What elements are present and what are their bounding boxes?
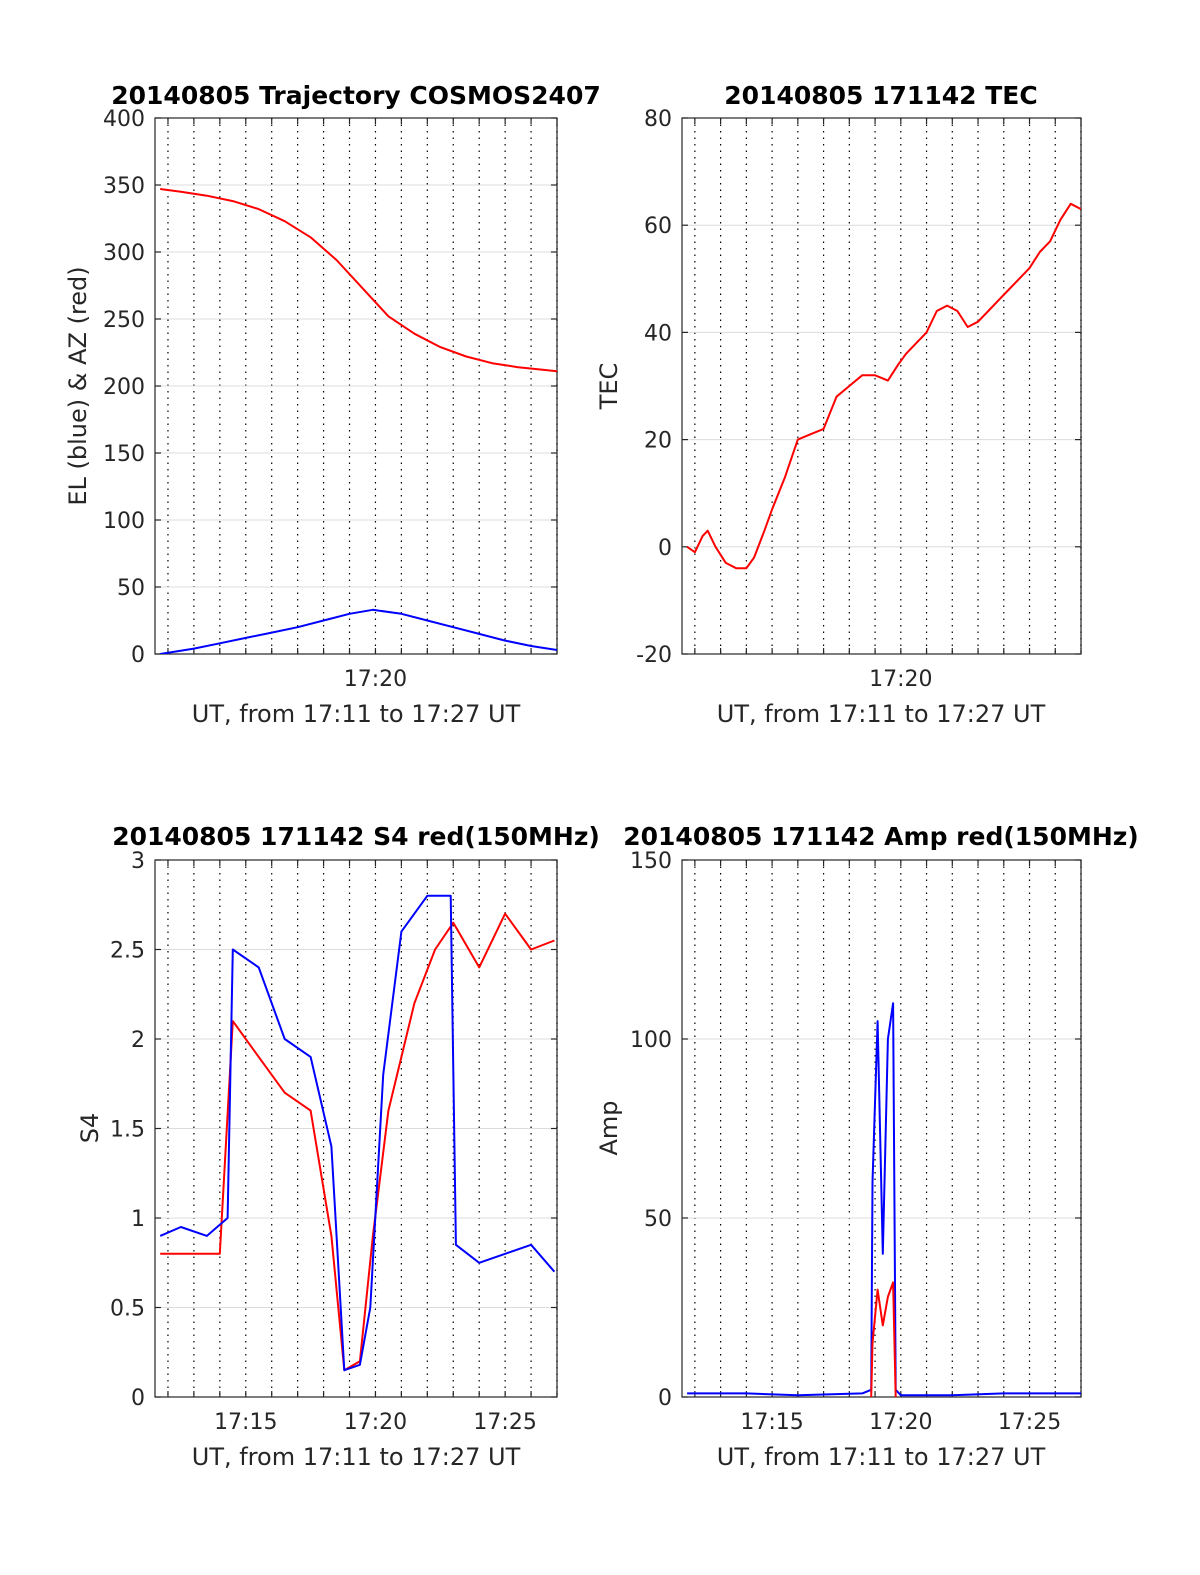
series-line bbox=[687, 1002, 1081, 1397]
y-tick-label: 250 bbox=[103, 308, 145, 333]
series-line bbox=[870, 1281, 897, 1397]
y-tick-label: 2 bbox=[131, 1028, 145, 1053]
y-axis-label: EL (blue) & AZ (red) bbox=[64, 266, 92, 505]
y-tick-label: 0 bbox=[131, 643, 145, 668]
y-tick-labels: -20 0 20 40 60 80 bbox=[636, 107, 672, 668]
x-tick-labels: 17:15 17:20 17:25 bbox=[740, 1410, 1061, 1435]
plot-area bbox=[681, 859, 1082, 1398]
panel-tec: -20 0 20 40 60 80 17:20 20140805 171142 TEC U… bbox=[595, 81, 1082, 728]
x-tick-label: 17:20 bbox=[869, 667, 932, 692]
x-tick-label: 17:20 bbox=[344, 667, 407, 692]
x-axis-label: UT, from 17:11 to 17:27 UT bbox=[192, 700, 521, 728]
x-axis-label: UT, from 17:11 to 17:27 UT bbox=[717, 700, 1046, 728]
x-tick-label: 17:20 bbox=[344, 1410, 407, 1435]
y-tick-label: 1.5 bbox=[110, 1118, 145, 1143]
x-tick-labels: 17:20 bbox=[344, 667, 407, 692]
y-tick-label: 50 bbox=[117, 576, 145, 601]
x-axis-label: UT, from 17:11 to 17:27 UT bbox=[717, 1443, 1046, 1471]
x-tick-label: 17:20 bbox=[869, 1410, 932, 1435]
series-line bbox=[160, 188, 557, 373]
y-tick-label: 300 bbox=[103, 241, 145, 266]
y-tick-label: 40 bbox=[644, 321, 672, 346]
x-tick-label: 17:25 bbox=[998, 1410, 1061, 1435]
y-tick-label: 60 bbox=[644, 214, 672, 239]
chart-title: 20140805 171142 TEC bbox=[724, 81, 1037, 110]
x-tick-label: 17:15 bbox=[214, 1410, 277, 1435]
y-tick-label: 80 bbox=[644, 107, 672, 132]
y-tick-labels: 0 50 100 150 bbox=[630, 849, 672, 1411]
y-tick-label: 1 bbox=[131, 1207, 145, 1232]
x-tick-label: 17:15 bbox=[740, 1410, 803, 1435]
y-tick-label: 0 bbox=[658, 1386, 672, 1411]
y-tick-label: 0.5 bbox=[110, 1297, 145, 1322]
panel-trajectory: 0 50 100 150 200 250 300 350 400 17:20 20140805 … bbox=[64, 81, 601, 728]
y-tick-label: 20 bbox=[644, 429, 672, 454]
grid bbox=[682, 117, 1082, 655]
series-line bbox=[160, 912, 555, 1372]
series-group bbox=[686, 202, 1081, 570]
x-tick-labels: 17:15 17:20 17:25 bbox=[214, 1410, 537, 1435]
series-line bbox=[160, 608, 557, 654]
y-tick-labels: 0 0.5 1 1.5 2 2.5 3 bbox=[110, 849, 145, 1411]
y-tick-label: -20 bbox=[636, 643, 672, 668]
series-group bbox=[160, 188, 557, 654]
y-tick-label: 150 bbox=[103, 442, 145, 467]
series-group bbox=[687, 1002, 1081, 1397]
series-line bbox=[159, 894, 556, 1372]
y-tick-label: 0 bbox=[658, 536, 672, 561]
y-tick-label: 3 bbox=[131, 849, 145, 874]
y-tick-label: 2.5 bbox=[110, 939, 145, 964]
y-tick-label: 150 bbox=[630, 849, 672, 874]
chart-title: 20140805 171142 S4 red(150MHz) bbox=[112, 822, 600, 851]
series-line bbox=[686, 202, 1081, 570]
x-tick-labels: 17:20 bbox=[869, 667, 932, 692]
y-tick-label: 200 bbox=[103, 375, 145, 400]
y-tick-label: 400 bbox=[103, 107, 145, 132]
y-axis-label: S4 bbox=[76, 1113, 104, 1144]
chart-title: 20140805 171142 Amp red(150MHz) bbox=[623, 822, 1139, 851]
y-axis-label: TEC bbox=[595, 363, 623, 411]
plot-area bbox=[681, 117, 1082, 655]
panel-s4: 0 0.5 1 1.5 2 2.5 3 17:15 17:20 17:25 20140805 1… bbox=[76, 822, 600, 1471]
panel-amp: 0 50 100 150 17:15 17:20 17:25 20140805 17114… bbox=[595, 822, 1139, 1471]
series-group bbox=[159, 894, 556, 1372]
y-tick-label: 350 bbox=[103, 174, 145, 199]
y-tick-label: 50 bbox=[644, 1207, 672, 1232]
y-tick-label: 0 bbox=[131, 1386, 145, 1411]
grid bbox=[155, 117, 558, 655]
y-tick-label: 100 bbox=[103, 509, 145, 534]
x-axis-label: UT, from 17:11 to 17:27 UT bbox=[192, 1443, 521, 1471]
x-tick-label: 17:25 bbox=[473, 1410, 536, 1435]
y-tick-label: 100 bbox=[630, 1028, 672, 1053]
y-tick-labels: 0 50 100 150 200 250 300 350 400 bbox=[103, 107, 145, 668]
y-axis-label: Amp bbox=[595, 1100, 623, 1155]
chart-title: 20140805 Trajectory COSMOS2407 bbox=[111, 81, 601, 110]
